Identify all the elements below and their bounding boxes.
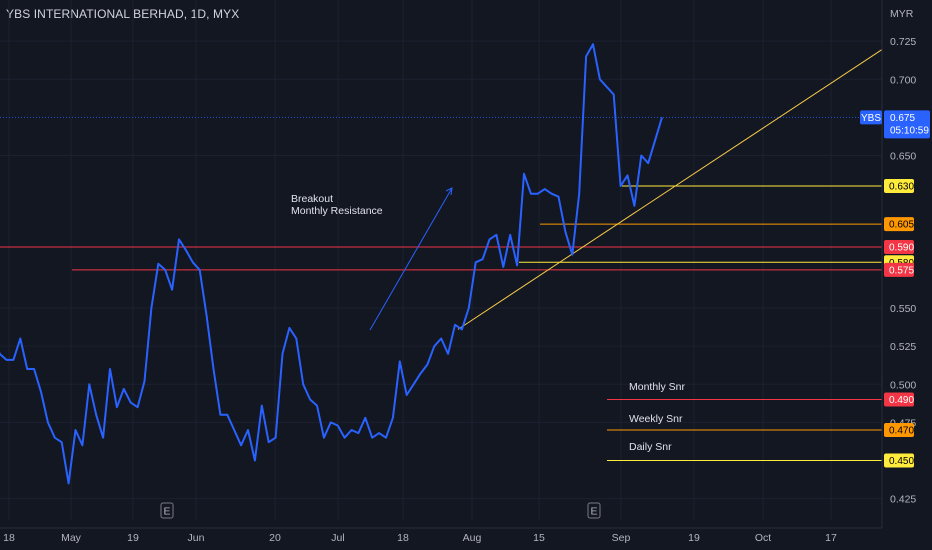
y-tick-label: 0.725 <box>890 36 916 48</box>
x-tick-label: Jun <box>188 532 205 544</box>
support-trendline <box>457 49 883 330</box>
y-tick-label: 0.500 <box>890 379 916 391</box>
x-tick-label: Aug <box>463 532 482 544</box>
annotation-snr-1: Weekly Snr <box>629 413 683 425</box>
breakout-arrow-head <box>445 187 453 196</box>
level-tag-0.470 <box>884 423 914 438</box>
chart-title: YBS INTERNATIONAL BERHAD, 1D, MYX <box>6 7 240 21</box>
earnings-marker-label: E <box>163 506 170 518</box>
level-tag-label: 0.470 <box>889 426 914 437</box>
level-lines <box>0 116 882 462</box>
level-tag-label: 0.575 <box>889 265 914 276</box>
level-tag-label: 0.605 <box>889 220 914 231</box>
level-tag-label: 0.490 <box>889 395 914 406</box>
level-tag-label: 0.590 <box>889 243 914 254</box>
y-tick-label: 0.650 <box>890 151 916 163</box>
x-tick-label: 15 <box>533 532 545 544</box>
annotation-monthly-resistance: Monthly Resistance <box>291 205 383 217</box>
level-tag-0.490 <box>884 392 914 407</box>
x-tick-label: 20 <box>269 532 281 544</box>
x-tick-label: 19 <box>688 532 700 544</box>
x-tick-label: 17 <box>825 532 837 544</box>
x-tick-label: Sep <box>612 532 631 544</box>
x-tick-label: 18 <box>3 532 15 544</box>
last-price-value: 0.675 <box>890 113 915 124</box>
x-tick-label: 19 <box>127 532 139 544</box>
currency-label: MYR <box>890 8 914 20</box>
level-tag-0.630 <box>884 179 914 194</box>
level-tag-0.575 <box>884 262 914 277</box>
countdown-value: 05:10:59 <box>890 125 929 136</box>
y-tick-label: 0.425 <box>890 494 916 506</box>
price-tags: YBS0.67505:10:590.6300.6050.5900.5800.57… <box>860 110 930 468</box>
earnings-marker-label: E <box>590 506 597 518</box>
y-tick-label: 0.550 <box>890 303 916 315</box>
annotation-breakout: Breakout <box>291 193 333 205</box>
grid <box>0 0 882 520</box>
price-line <box>0 43 663 485</box>
annotation-snr-2: Daily Snr <box>629 441 672 453</box>
trend-lines <box>369 49 883 331</box>
ticker-label: YBS <box>861 113 881 124</box>
level-tag-label: 0.630 <box>889 182 914 193</box>
x-tick-label: 18 <box>397 532 409 544</box>
price-series <box>0 43 663 485</box>
x-tick-label: Oct <box>755 532 771 544</box>
level-tag-label: 0.450 <box>889 456 914 467</box>
earnings-marker <box>160 502 174 519</box>
level-tag-0.605 <box>884 217 914 232</box>
y-tick-label: 0.700 <box>890 74 916 86</box>
breakout-arrow <box>369 187 453 331</box>
last-price-tag <box>884 110 930 139</box>
x-tick-label: Jul <box>331 532 344 544</box>
earnings-marker <box>587 502 601 519</box>
y-tick-label: 0.525 <box>890 341 916 353</box>
annotation-snr-0: Monthly Snr <box>629 381 686 393</box>
level-tag-0.450 <box>884 453 914 468</box>
ticker-badge <box>860 110 882 125</box>
level-tag-0.590 <box>884 240 914 255</box>
time-axis: 18 May 19 Jun 20 Jul 18 Aug 15 Sep 19 Oct 17 <box>0 0 883 544</box>
x-tick-label: May <box>61 532 82 544</box>
